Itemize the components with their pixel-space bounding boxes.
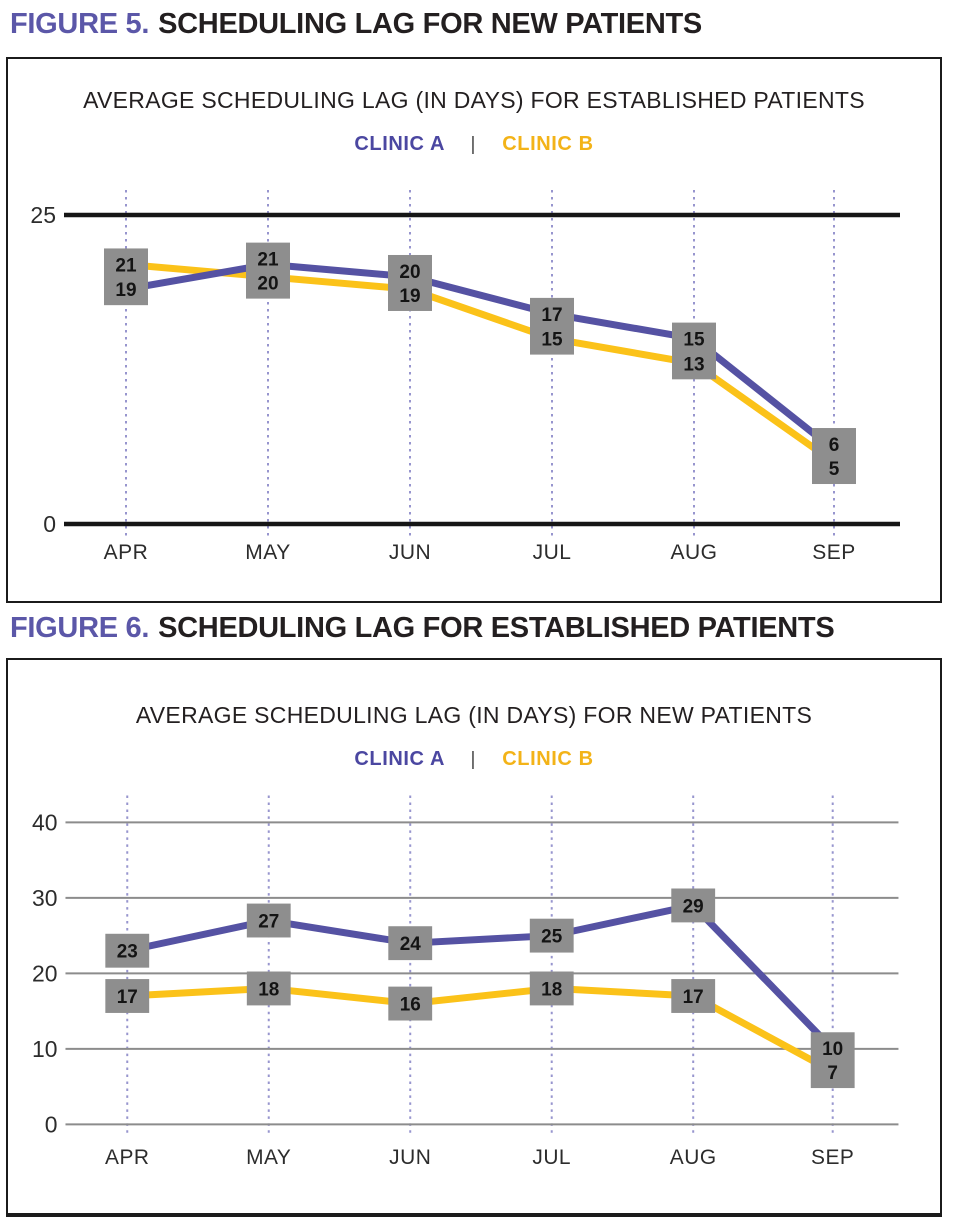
y-axis-tick-label: 10 xyxy=(32,1036,57,1062)
x-axis-month-label: JUN xyxy=(389,1146,431,1169)
figure5-legend-clinic-a: CLINIC A xyxy=(354,133,445,155)
x-axis-month-label: JUL xyxy=(533,541,572,564)
figure6-caption: FIGURE 6. SCHEDULING LAG FOR ESTABLISHED … xyxy=(10,612,835,645)
value-label: 20 xyxy=(399,262,420,283)
value-label-box xyxy=(246,242,290,299)
value-label-box xyxy=(105,979,150,1013)
value-label: 17 xyxy=(541,305,562,326)
figure5-chart-title: AVERAGE SCHEDULING LAG (IN DAYS) FOR EST… xyxy=(83,87,865,113)
value-label: 16 xyxy=(400,995,421,1016)
value-label: 18 xyxy=(258,979,279,1000)
y-axis-tick-label: 40 xyxy=(32,809,57,835)
figure5-legend-separator: | xyxy=(470,134,477,155)
value-label-box xyxy=(388,926,433,961)
x-axis-month-label: MAY xyxy=(245,541,290,564)
figure5-plot: 25 0 21 19 21 20 20 19 17 15 15 13 6 5 APR MAY JUN JUL AUG… xyxy=(30,190,900,564)
value-label-box xyxy=(530,297,574,355)
figure6-legend-clinic-b: CLINIC B xyxy=(502,748,594,770)
value-label-box xyxy=(246,971,291,1006)
figure5-caption-text: SCHEDULING LAG FOR NEW PATIENTS xyxy=(158,8,702,40)
value-label: 27 xyxy=(258,912,279,933)
value-label: 24 xyxy=(400,934,422,955)
value-label-box xyxy=(105,933,150,968)
series-line-clinic-a xyxy=(123,901,837,1053)
value-label: 15 xyxy=(541,330,563,351)
x-axis-month-label: SEP xyxy=(812,541,856,564)
figure5-legend: CLINIC A | CLINIC B xyxy=(8,133,940,156)
value-label: 10 xyxy=(822,1039,843,1060)
series-line-clinic-a xyxy=(122,260,838,454)
value-label: 21 xyxy=(257,250,279,271)
value-label-box xyxy=(529,918,574,953)
x-axis-month-label: AUG xyxy=(670,541,717,564)
value-label-box xyxy=(812,428,856,485)
value-label-box xyxy=(246,903,291,938)
y-axis-tick-label: 0 xyxy=(45,1111,58,1137)
value-label-box xyxy=(388,986,433,1021)
figure6-legend: CLINIC A | CLINIC B xyxy=(8,748,940,771)
value-label-box xyxy=(388,254,432,311)
value-label-box xyxy=(529,971,574,1006)
x-axis-month-label: MAY xyxy=(246,1146,291,1169)
value-label: 6 xyxy=(829,435,840,456)
x-axis-month-label: APR xyxy=(104,541,149,564)
figure6-legend-separator: | xyxy=(470,749,477,770)
value-label: 23 xyxy=(117,942,138,963)
series-line-clinic-b xyxy=(122,260,838,466)
x-axis-month-label: APR xyxy=(105,1146,149,1169)
value-label: 7 xyxy=(827,1063,838,1084)
figure6-legend-clinic-a: CLINIC A xyxy=(354,748,445,770)
value-label-box xyxy=(810,1032,855,1089)
y-axis-tick-label: 0 xyxy=(43,511,56,537)
value-label: 17 xyxy=(683,987,704,1008)
figure6-caption-text: SCHEDULING LAG FOR ESTABLISHED PATIENTS xyxy=(158,612,835,644)
figure6-chart: AVERAGE SCHEDULING LAG (IN DAYS) FOR NEW… xyxy=(6,658,942,1217)
value-label-box xyxy=(671,888,716,923)
value-label: 15 xyxy=(683,330,705,351)
value-label-box xyxy=(104,248,148,306)
value-label: 25 xyxy=(541,927,562,948)
y-axis-tick-label: 20 xyxy=(32,960,57,986)
value-label: 29 xyxy=(683,896,704,917)
value-label: 21 xyxy=(115,255,137,276)
value-label: 13 xyxy=(683,354,704,375)
value-label-box xyxy=(672,322,716,380)
figure6-chart-title: AVERAGE SCHEDULING LAG (IN DAYS) FOR NEW… xyxy=(135,702,813,728)
x-axis-month-label: SEP xyxy=(811,1146,854,1169)
figure6-caption-number: FIGURE 6. xyxy=(10,612,150,644)
x-axis-month-label: AUG xyxy=(670,1146,717,1169)
value-label: 18 xyxy=(541,979,562,1000)
value-label: 5 xyxy=(829,459,840,480)
figure5-caption-number: FIGURE 5. xyxy=(10,8,150,40)
value-label: 17 xyxy=(117,987,138,1008)
figure5-caption: FIGURE 5. SCHEDULING LAG FOR NEW PATIENTS xyxy=(10,8,702,41)
y-axis-tick-label: 25 xyxy=(30,202,56,228)
figure6-plot: 40 30 20 10 0 23 17 27 18 24 16 25 18 29 17 10 7 APR MAY JU… xyxy=(32,795,899,1169)
figure5-chart: AVERAGE SCHEDULING LAG (IN DAYS) FOR EST… xyxy=(6,57,942,603)
value-label-box xyxy=(671,979,716,1013)
series-line-clinic-b xyxy=(123,984,837,1075)
x-axis-month-label: JUN xyxy=(389,541,431,564)
value-label: 19 xyxy=(115,280,136,301)
y-axis-tick-label: 30 xyxy=(32,885,57,911)
figure5-legend-clinic-b: CLINIC B xyxy=(502,133,594,155)
value-label: 20 xyxy=(257,274,278,295)
value-label: 19 xyxy=(399,286,420,307)
x-axis-month-label: JUL xyxy=(532,1146,571,1169)
